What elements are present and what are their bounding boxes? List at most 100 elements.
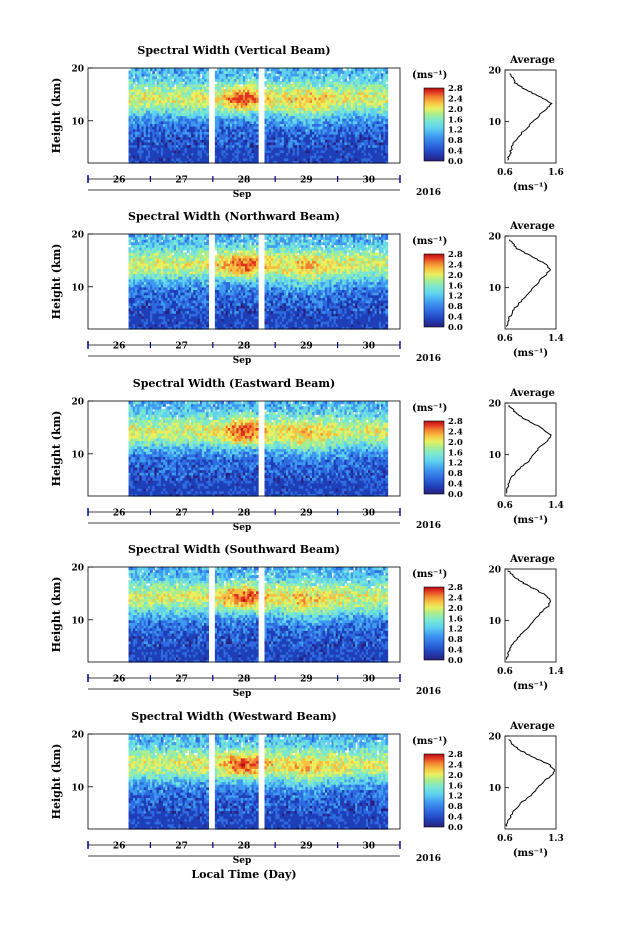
heatmap-cell: [141, 160, 145, 164]
heatmap-cell: [128, 131, 132, 135]
heatmap-cell: [240, 75, 244, 80]
heatmap-cell: [217, 152, 220, 156]
heatmap-cell: [232, 128, 235, 132]
heatmap-cell: [132, 152, 136, 156]
heatmap-cell: [180, 128, 184, 132]
heatmap-cell: [240, 107, 244, 111]
heatmap-cell: [135, 123, 138, 127]
heatmap-cell: [214, 112, 218, 117]
heatmap-cell: [191, 83, 194, 88]
heatmap-cell: [214, 126, 218, 130]
heatmap-cell: [171, 112, 175, 117]
heatmap-cell: [137, 160, 140, 164]
heatmap-cell: [145, 144, 149, 148]
heatmap-cell: [150, 136, 153, 140]
heatmap-cell: [214, 104, 218, 109]
heatmap-cell: [234, 115, 238, 119]
heatmap-cell: [191, 160, 194, 164]
heatmap-cell: [182, 136, 186, 140]
heatmap-cell: [143, 99, 147, 103]
heatmap-cell: [178, 104, 181, 109]
heatmap-cell: [163, 107, 166, 111]
heatmap-cell: [238, 149, 242, 154]
heatmap-cell: [242, 112, 246, 117]
heatmap-cell: [236, 70, 240, 74]
heatmap-cell: [247, 112, 251, 117]
x-tick-label: 28: [238, 176, 251, 186]
heatmap-cell: [167, 97, 171, 101]
heatmap-cell: [150, 102, 153, 106]
heatmap-cell: [139, 81, 143, 85]
heatmap-cell: [221, 110, 225, 114]
heatmap-cell: [227, 104, 231, 109]
heatmap-cell: [128, 91, 132, 95]
heatmap-cell: [132, 91, 136, 95]
heatmap-cell: [165, 86, 169, 90]
heatmap-cell: [199, 115, 203, 119]
heatmap-cell: [143, 147, 147, 151]
heatmap-cell: [173, 94, 177, 98]
heatmap-cell: [165, 139, 169, 143]
heatmap-cell: [227, 123, 231, 127]
heatmap-cell: [227, 120, 231, 125]
heatmap-cell: [236, 78, 240, 82]
heatmap-cell: [173, 112, 177, 117]
heatmap-cell: [147, 91, 151, 95]
heatmap-cell: [225, 120, 229, 125]
heatmap-cell: [201, 152, 205, 156]
heatmap-cell: [195, 68, 199, 72]
heatmap-cell: [247, 155, 251, 159]
heatmap-cell: [182, 160, 186, 164]
heatmap-cell: [171, 75, 175, 80]
heatmap-cell: [165, 115, 169, 119]
heatmap-cell: [145, 136, 149, 140]
heatmap-cell: [206, 104, 210, 109]
heatmap-cell: [227, 147, 231, 151]
heatmap-cell: [141, 86, 145, 90]
heatmap-cell: [240, 155, 244, 159]
heatmap-cell: [234, 89, 238, 93]
heatmap-cell: [229, 91, 233, 95]
heatmap-cell: [238, 157, 242, 161]
heatmap-cell: [158, 68, 162, 72]
heatmap-cell: [132, 118, 136, 122]
heatmap-cell: [206, 81, 210, 85]
heatmap-cell: [132, 99, 136, 103]
heatmap-cell: [137, 107, 140, 111]
heatmap-cell: [147, 99, 151, 103]
heatmap-cell: [217, 81, 220, 85]
heatmap-cell: [214, 152, 218, 156]
heatmap-cell: [238, 160, 242, 164]
heatmap-cell: [232, 115, 235, 119]
heatmap-cell: [221, 139, 225, 143]
heatmap-cell: [180, 144, 184, 148]
heatmap-cell: [143, 126, 147, 130]
heatmap-cell: [132, 126, 136, 130]
heatmap-cell: [158, 157, 162, 161]
heatmap-cell: [163, 131, 166, 135]
heatmap-cell: [143, 70, 147, 74]
heatmap-cell: [147, 118, 151, 122]
heatmap-cell: [176, 110, 179, 114]
heatmap-cell: [191, 144, 194, 148]
heatmap-cell: [143, 131, 147, 135]
heatmap-cell: [130, 126, 134, 130]
heatmap-cell: [219, 147, 222, 151]
heatmap-cell: [139, 131, 143, 135]
heatmap-cell: [219, 104, 222, 109]
heatmap-cell: [234, 107, 238, 111]
heatmap-cell: [219, 128, 222, 132]
heatmap-cell: [240, 144, 244, 148]
heatmap-cell: [225, 78, 229, 82]
heatmap-cell: [150, 97, 153, 101]
heatmap-cell: [167, 115, 171, 119]
heatmap-cell: [169, 126, 173, 130]
heatmap-cell: [219, 141, 222, 146]
heatmap-cell: [163, 91, 166, 95]
heatmap-cell: [137, 149, 140, 154]
heatmap-cell: [229, 120, 233, 125]
heatmap-cell: [214, 133, 218, 138]
heatmap-cell: [173, 91, 177, 95]
heatmap-cell: [199, 126, 203, 130]
heatmap-cell: [221, 141, 225, 146]
